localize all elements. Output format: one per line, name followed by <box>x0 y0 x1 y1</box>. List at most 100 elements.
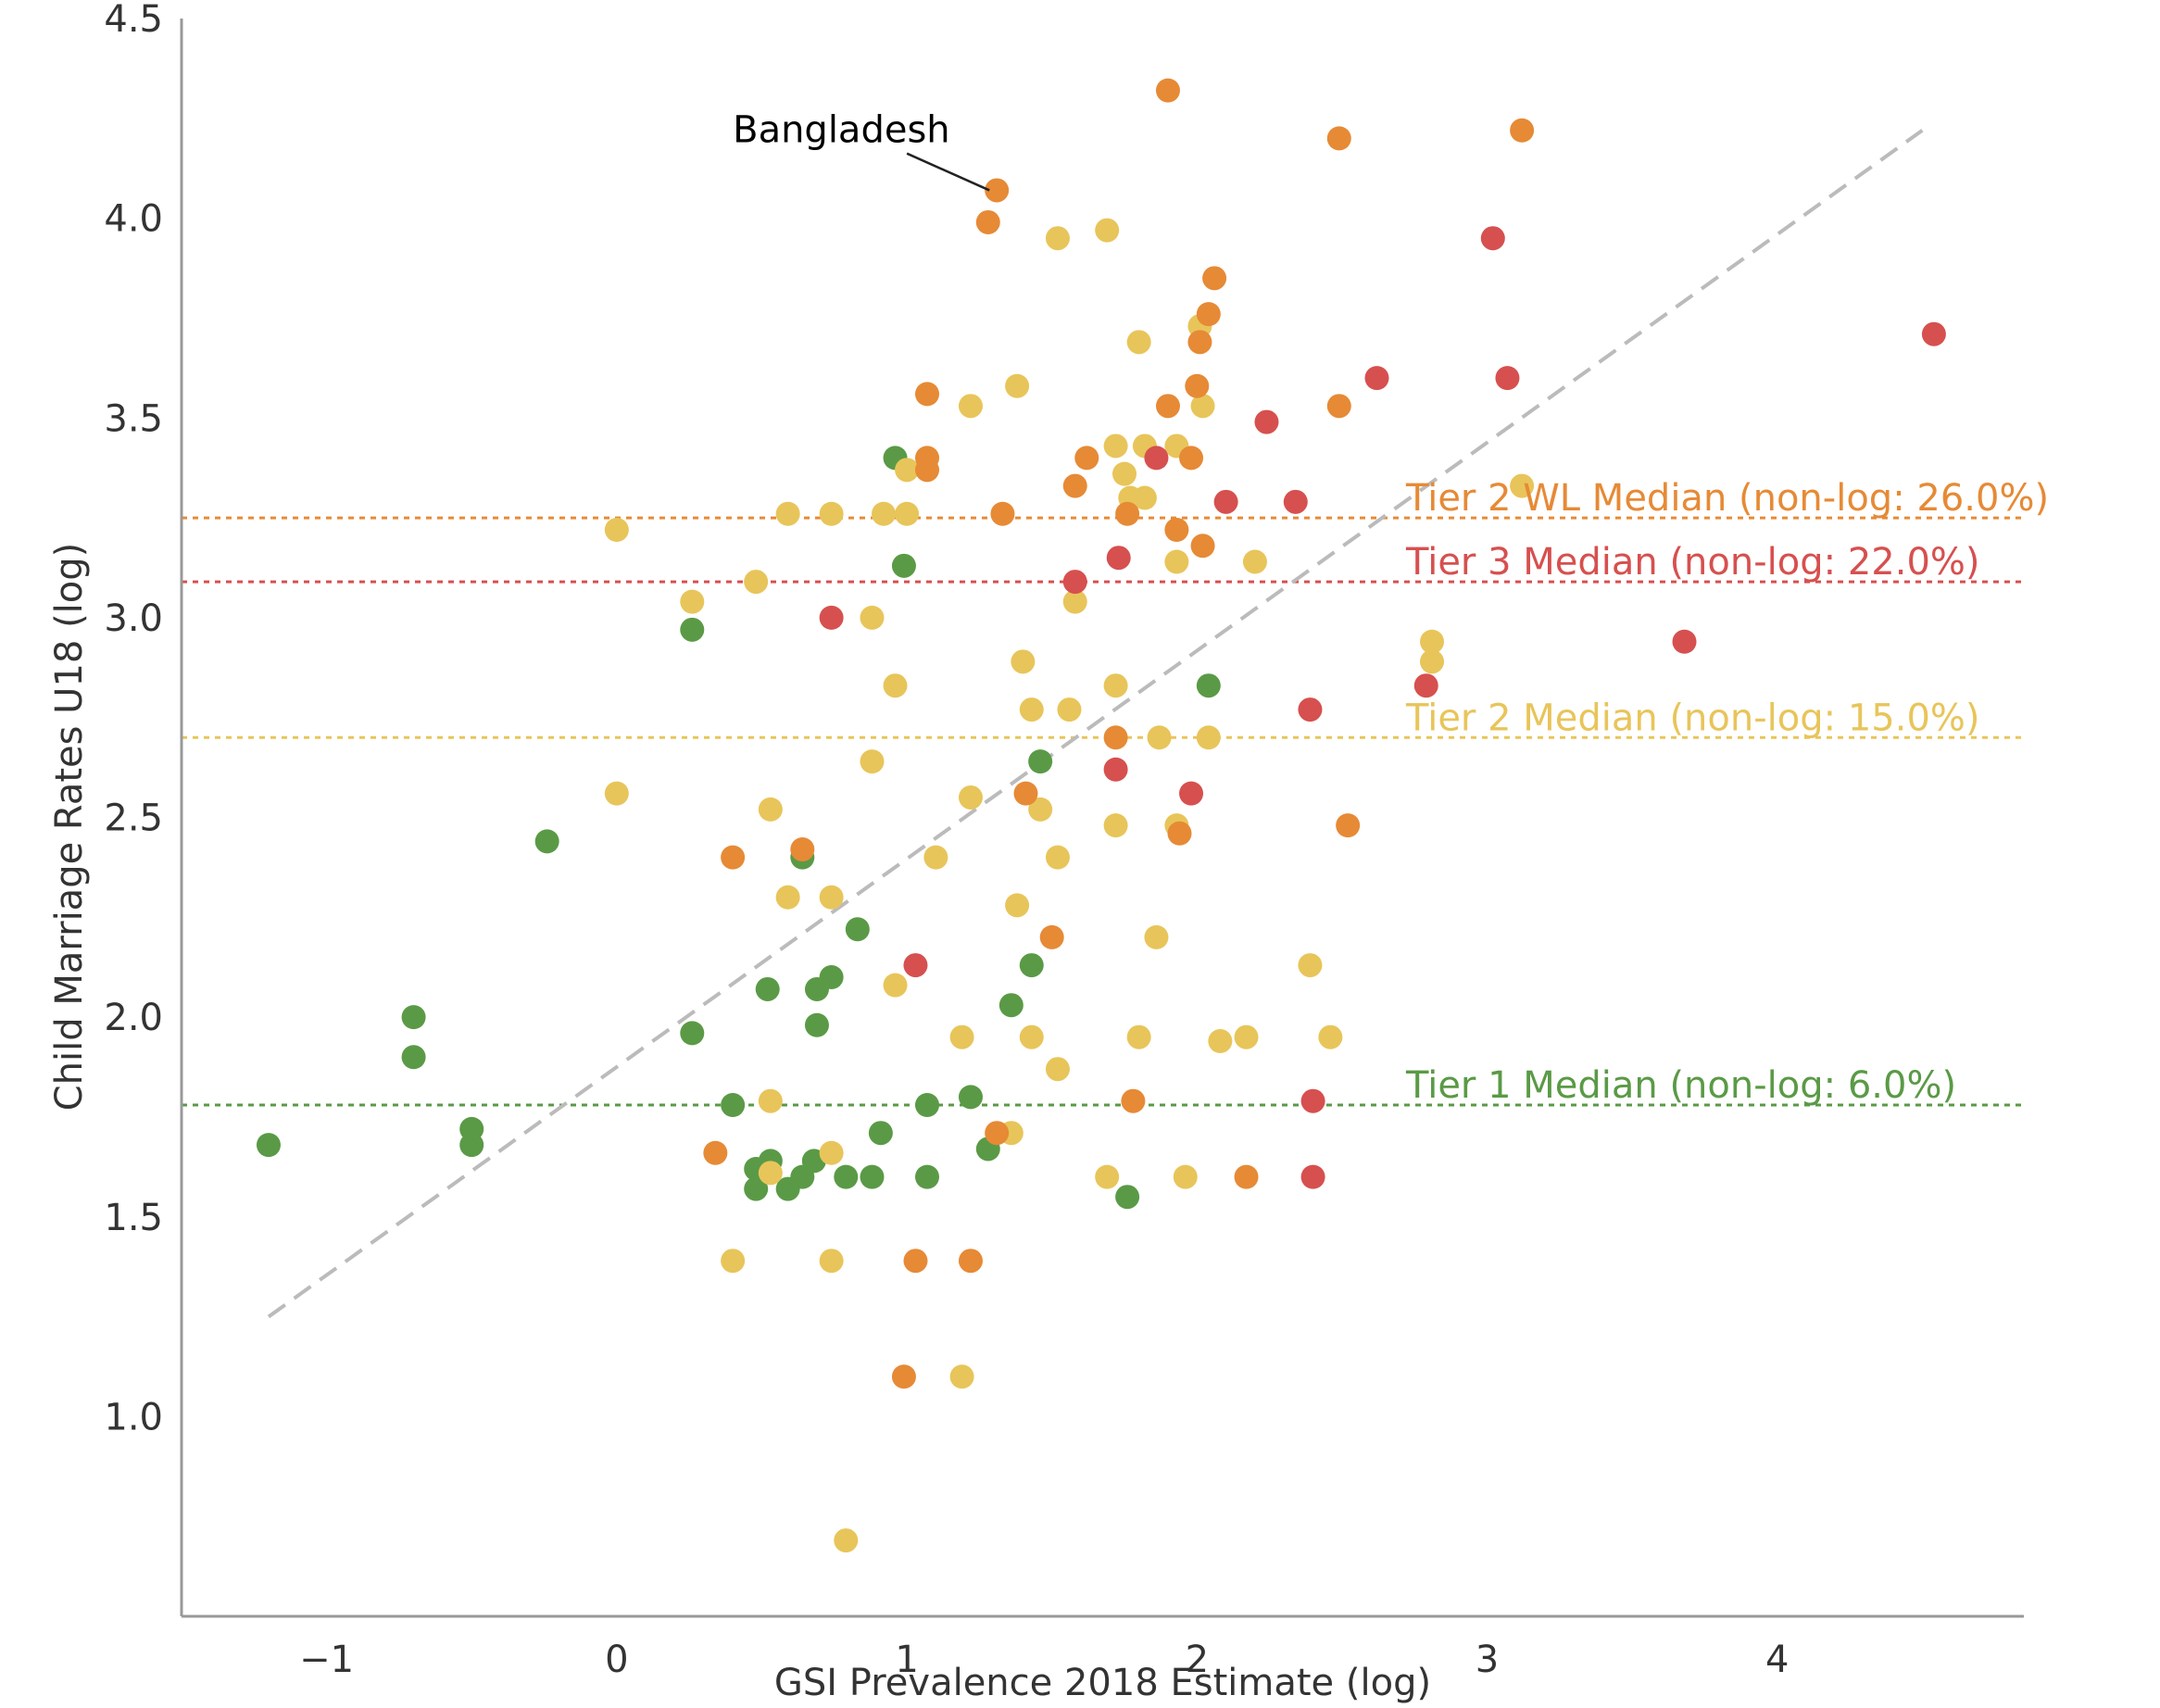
point-tier2wl <box>1510 118 1535 143</box>
point-tier2 <box>775 885 800 910</box>
point-tier2 <box>1005 373 1030 398</box>
point-tier1 <box>1196 673 1221 698</box>
point-tier2 <box>819 1140 844 1165</box>
point-tier1 <box>744 1176 769 1201</box>
x-tick-label: −1 <box>299 1639 354 1681</box>
point-tier2wl <box>1164 518 1189 542</box>
point-tier2 <box>758 1088 783 1113</box>
point-tier3 <box>1103 757 1128 782</box>
point-tier2 <box>883 973 908 998</box>
median-label-tier2: Tier 2 Median (non-log: 15.0%) <box>1405 697 1980 739</box>
point-tier2 <box>1147 725 1172 750</box>
point-tier2 <box>860 749 885 774</box>
point-tier1 <box>819 965 844 989</box>
point-tier3 <box>1213 489 1238 514</box>
point-tier2 <box>1196 725 1221 750</box>
point-tier2 <box>1019 1024 1044 1049</box>
point-tier1 <box>680 1021 705 1046</box>
point-tier2 <box>1126 330 1151 355</box>
point-tier2 <box>1173 1164 1198 1189</box>
point-tier2 <box>1126 1024 1151 1049</box>
point-tier2 <box>758 797 783 822</box>
median-label-tier3: Tier 3 Median (non-log: 22.0%) <box>1405 541 1980 584</box>
x-tick-label: 2 <box>1186 1639 1209 1681</box>
point-tier2 <box>1132 485 1157 510</box>
point-tier2wl <box>721 845 746 870</box>
median-label-tier1: Tier 1 Median (non-log: 6.0%) <box>1405 1064 1956 1107</box>
point-tier2wl <box>1103 725 1128 750</box>
axes <box>180 19 2024 1618</box>
point-tier2 <box>1028 797 1053 822</box>
point-tier2 <box>923 845 948 870</box>
point-tier2 <box>680 589 705 614</box>
point-tier2wl <box>1167 821 1192 846</box>
point-tier2 <box>1103 433 1128 458</box>
point-tier2 <box>819 1249 844 1274</box>
median-lines <box>182 516 2024 1107</box>
point-tier2wl <box>958 1249 983 1274</box>
point-tier2 <box>1011 649 1036 674</box>
point-tier2 <box>895 501 920 526</box>
point-tier2 <box>1190 394 1215 419</box>
point-tier2 <box>1062 589 1087 614</box>
annotation-layer: Bangladesh <box>733 109 990 192</box>
point-tier2 <box>1103 673 1128 698</box>
point-tier2wl <box>975 209 1000 234</box>
point-tier3 <box>1283 489 1308 514</box>
point-tier2wl <box>985 178 1010 203</box>
point-tier2 <box>1045 1057 1070 1082</box>
point-tier2wl <box>1202 266 1227 291</box>
point-tier2 <box>819 885 844 910</box>
point-tier2wl <box>1115 501 1140 526</box>
tick-labels: −1 0 1 2 3 4 1.0 1.5 2.0 2.5 3.0 3.5 4.0 4.5 <box>104 0 1789 1681</box>
point-tier2 <box>604 781 629 806</box>
point-tier2wl <box>1336 813 1361 838</box>
point-tier2 <box>834 1528 859 1553</box>
median-label-tier2wl: Tier 2 WL Median (non-log: 26.0%) <box>1405 477 2049 520</box>
point-tier2wl <box>1179 446 1204 471</box>
y-tick-label: 2.5 <box>104 797 163 840</box>
point-tier2 <box>860 605 885 630</box>
point-tier2wl <box>1187 330 1212 355</box>
point-tier2 <box>1045 845 1070 870</box>
point-tier2 <box>819 501 844 526</box>
median-labels: Tier 2 WL Median (non-log: 26.0%) Tier 3 … <box>1405 477 2049 1107</box>
y-tick-label: 3.0 <box>104 597 163 640</box>
data-points <box>256 78 1946 1553</box>
point-tier1 <box>534 829 559 854</box>
point-tier3 <box>1300 1164 1325 1189</box>
point-tier1 <box>834 1164 859 1189</box>
y-tick-label: 2.0 <box>104 997 163 1039</box>
point-tier3 <box>1364 366 1389 391</box>
point-tier1 <box>845 917 870 942</box>
x-tick-label: 4 <box>1765 1639 1789 1681</box>
x-tick-label: 0 <box>605 1639 628 1681</box>
point-tier3 <box>1413 673 1438 698</box>
point-tier2 <box>1005 893 1030 918</box>
point-tier2 <box>775 501 800 526</box>
point-tier3 <box>1144 446 1169 471</box>
point-tier1 <box>914 1164 939 1189</box>
point-tier1 <box>1019 953 1044 978</box>
point-tier2wl <box>903 1249 928 1274</box>
point-tier1 <box>891 553 916 578</box>
annotation-arrow <box>906 152 990 192</box>
point-tier2wl <box>1062 473 1087 498</box>
point-tier3 <box>1672 629 1697 654</box>
point-tier1 <box>804 1012 829 1037</box>
point-tier2wl <box>703 1140 728 1165</box>
point-tier2 <box>949 1364 974 1389</box>
point-tier2 <box>949 1024 974 1049</box>
point-tier3 <box>1106 546 1131 571</box>
point-tier1 <box>755 976 780 1001</box>
point-tier2wl <box>1185 373 1210 398</box>
point-tier3 <box>903 953 928 978</box>
point-tier2wl <box>790 837 815 861</box>
point-tier2wl <box>1039 924 1064 949</box>
point-tier2 <box>1208 1029 1233 1053</box>
point-tier2 <box>1095 1164 1120 1189</box>
point-tier1 <box>459 1133 484 1158</box>
point-tier3 <box>1062 570 1087 595</box>
point-tier2 <box>1095 218 1120 243</box>
y-tick-label: 1.5 <box>104 1197 163 1239</box>
